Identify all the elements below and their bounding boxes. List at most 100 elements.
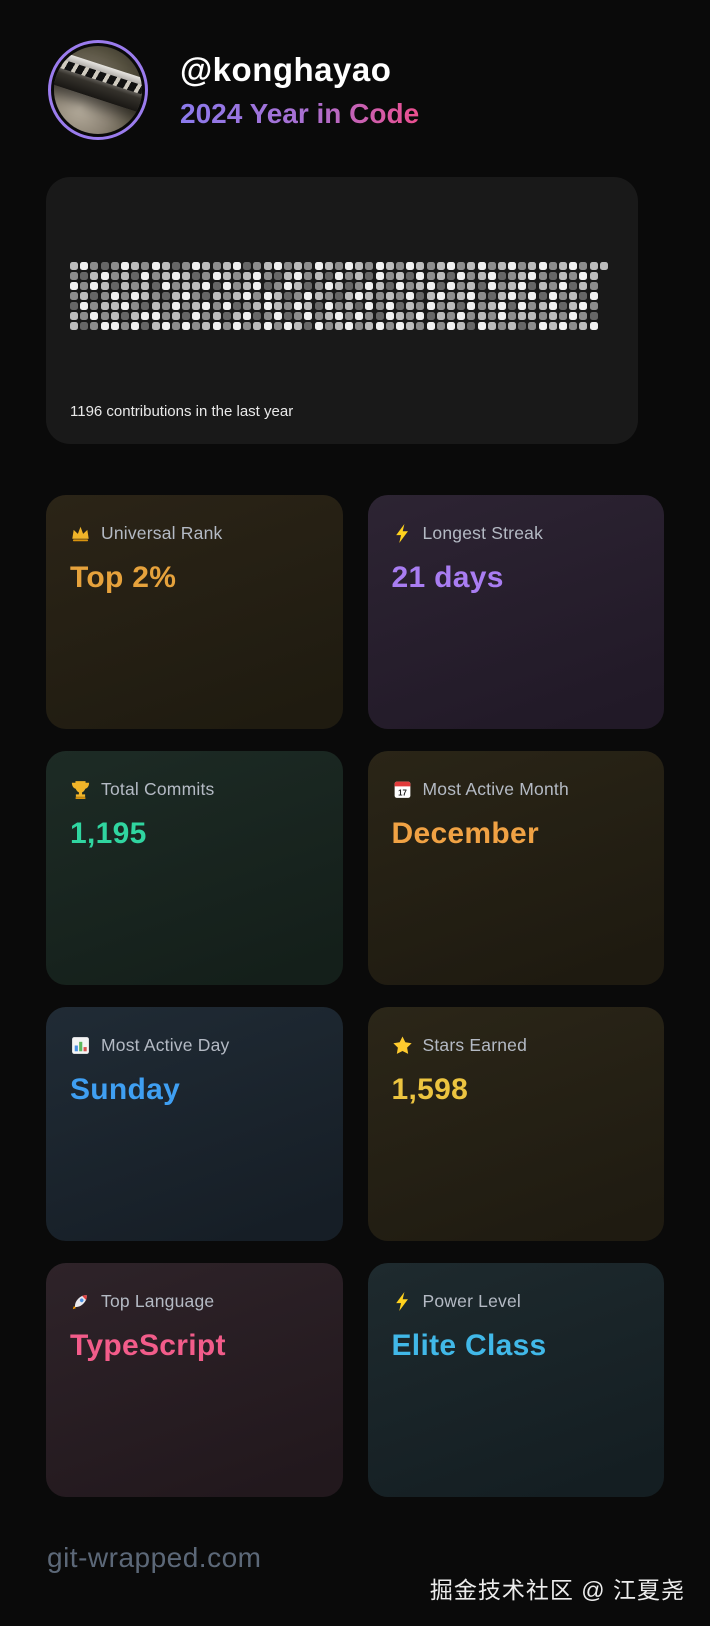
heatmap-cell	[559, 262, 567, 270]
heatmap-cell	[222, 262, 231, 270]
heatmap-cell	[171, 302, 180, 310]
page-title: 2024 Year in Code	[180, 97, 420, 129]
heatmap-cell	[233, 292, 241, 300]
heatmap-cell	[385, 302, 394, 310]
heatmap-cell	[182, 262, 191, 270]
heatmap-cell	[528, 272, 537, 280]
heatmap-cell	[375, 282, 384, 290]
heatmap-cell	[263, 282, 272, 290]
heatmap-cell	[579, 322, 588, 330]
heatmap-cell	[222, 302, 231, 310]
heatmap-cell	[212, 292, 221, 300]
heatmap-cell	[243, 322, 252, 330]
heatmap-cell	[131, 282, 140, 290]
heatmap-cell	[345, 282, 354, 290]
site-link[interactable]: git-wrapped.com	[47, 1542, 262, 1573]
heatmap-cell	[467, 302, 476, 310]
trophy-icon	[70, 779, 91, 800]
heatmap-cell	[171, 272, 180, 280]
heatmap-cell	[579, 292, 588, 300]
heatmap-cell	[508, 292, 517, 300]
stat-label: Most Active Month	[422, 779, 569, 799]
heatmap-cell	[324, 272, 333, 280]
contribution-caption: 1196 contributions in the last year	[70, 403, 294, 420]
harmonica-image	[54, 47, 142, 115]
heatmap-cell	[548, 262, 557, 270]
heatmap-cell	[120, 292, 129, 300]
heatmap-cell	[334, 282, 343, 290]
heatmap-cell	[589, 262, 598, 270]
heatmap-cell	[457, 282, 466, 290]
heatmap-cell	[100, 322, 109, 330]
heatmap-cell	[100, 312, 109, 320]
heatmap-cell	[171, 292, 180, 300]
heatmap-cell	[90, 272, 99, 280]
heatmap-cell	[141, 262, 150, 270]
heatmap-cell	[161, 262, 170, 270]
heatmap-cell	[579, 272, 588, 280]
stat-value: Sunday	[70, 1073, 181, 1106]
stat-label: Longest Streak	[422, 523, 544, 543]
heatmap-cell	[233, 302, 241, 310]
heatmap-cell	[457, 272, 466, 280]
heatmap-cell	[253, 322, 262, 330]
stat-label-row: 17 Most Active Month	[392, 779, 641, 800]
heatmap-cell	[457, 312, 466, 320]
heatmap-cell	[131, 262, 140, 270]
heatmap-cell	[151, 312, 160, 320]
heatmap-cell	[182, 272, 191, 280]
heatmap-cell	[589, 322, 598, 330]
heatmap-cell	[487, 282, 496, 290]
heatmap-cell	[416, 262, 425, 270]
heatmap-cell	[90, 302, 99, 310]
heatmap-cell	[365, 302, 374, 310]
heatmap-cell	[294, 312, 303, 320]
heatmap-cell	[110, 262, 119, 270]
heatmap-cell	[467, 262, 476, 270]
heatmap-cell	[548, 282, 557, 290]
stat-value: December	[391, 817, 539, 850]
heatmap-cell	[202, 322, 211, 330]
heatmap-cell	[192, 262, 201, 270]
heatmap-cell	[426, 282, 435, 290]
heatmap-cell	[70, 302, 78, 310]
stat-label: Total Commits	[101, 779, 215, 799]
heatmap-cell	[294, 272, 303, 280]
heatmap-cell	[518, 292, 527, 300]
heatmap-cell	[385, 322, 394, 330]
heatmap-cell	[559, 312, 567, 320]
heatmap-cell	[589, 302, 598, 310]
heatmap-cell	[426, 312, 435, 320]
heatmap-cell	[253, 312, 262, 320]
heatmap-cell	[477, 292, 486, 300]
heatmap-cell	[192, 282, 201, 290]
heatmap-cell	[497, 282, 506, 290]
heatmap-cell	[273, 322, 282, 330]
heatmap-cell	[528, 262, 537, 270]
heatmap-cell	[80, 262, 89, 270]
heatmap-cell	[416, 282, 425, 290]
header-text: @konghayao 2024 Year in Code	[180, 51, 419, 130]
lightning-icon	[392, 523, 413, 544]
heatmap-cell	[457, 292, 466, 300]
heatmap-cell	[446, 262, 455, 270]
heatmap-cell	[426, 272, 435, 280]
heatmap-cell	[141, 282, 150, 290]
heatmap-cell	[171, 282, 180, 290]
heatmap-cell	[589, 312, 598, 320]
heatmap-cell	[70, 322, 78, 330]
stat-label-row: Longest Streak	[392, 523, 641, 544]
heatmap-cell	[324, 262, 333, 270]
heatmap-cell	[171, 262, 180, 270]
heatmap-cell	[182, 312, 191, 320]
stat-value: Top 2%	[70, 561, 177, 594]
heatmap-cell	[80, 302, 89, 310]
heatmap-cell	[131, 302, 140, 310]
heatmap-cell	[375, 262, 384, 270]
heatmap-cell	[375, 302, 384, 310]
heatmap-cell	[161, 292, 170, 300]
heatmap-cell	[100, 272, 109, 280]
heatmap-cell	[233, 322, 241, 330]
heatmap-cell	[161, 282, 170, 290]
heatmap-cell	[80, 282, 89, 290]
